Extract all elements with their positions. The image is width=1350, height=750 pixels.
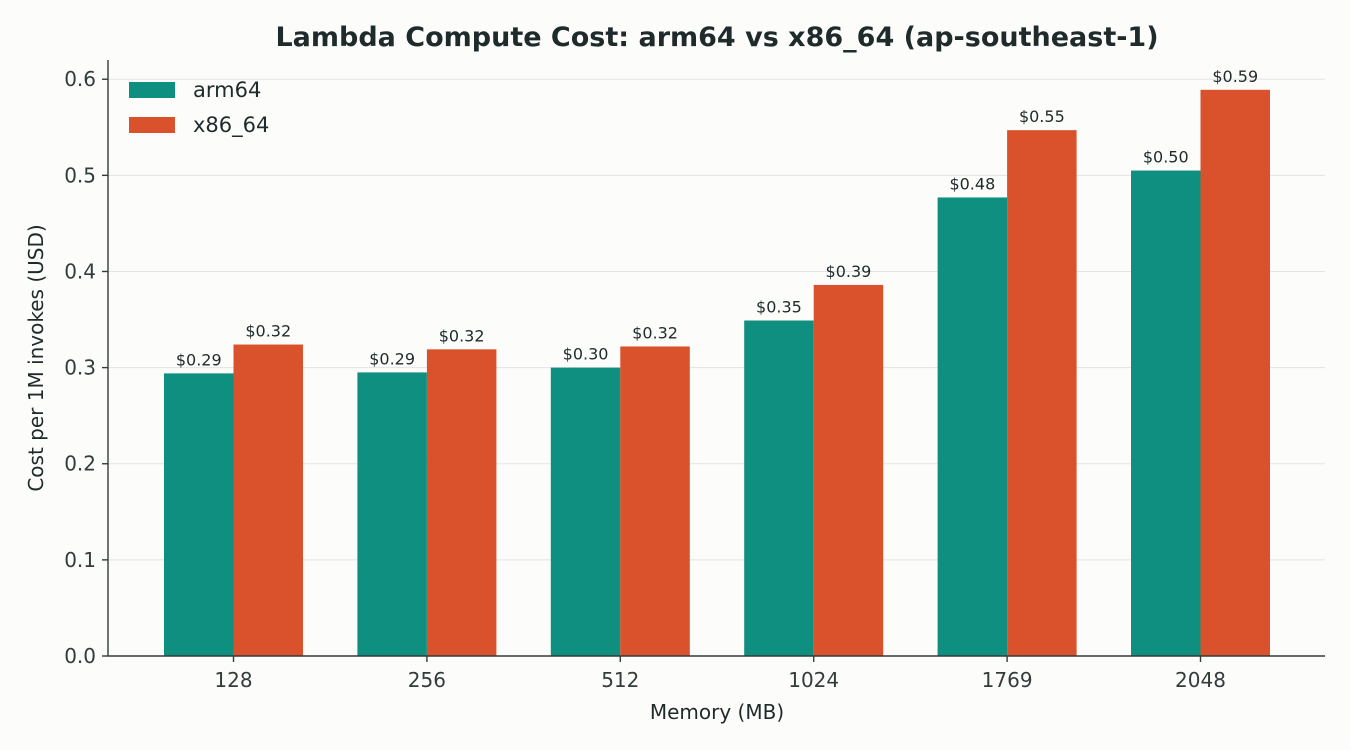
legend-label-arm64: arm64	[193, 78, 261, 102]
data-label: $0.32	[439, 326, 485, 345]
bar-arm64-1769	[937, 197, 1008, 656]
data-label: $0.48	[949, 174, 995, 193]
data-label: $0.55	[1019, 107, 1065, 126]
legend-label-x86_64: x86_64	[193, 113, 269, 138]
x-tick-label: 512	[601, 668, 639, 692]
gridlines	[108, 78, 1325, 561]
data-label: $0.35	[756, 298, 802, 317]
bar-x86_64-512	[620, 346, 690, 656]
x-tick-label: 256	[408, 668, 446, 692]
x-tick-label: 2048	[1175, 668, 1226, 692]
y-tick-label: 0.1	[64, 548, 96, 572]
data-label: $0.29	[369, 349, 415, 368]
y-tick-label: 0.4	[64, 259, 96, 283]
y-axis-label: Cost per 1M invokes (USD)	[24, 224, 48, 491]
data-label: $0.32	[245, 322, 291, 341]
x-axis-label: Memory (MB)	[650, 700, 784, 724]
bar-x86_64-1769	[1007, 130, 1077, 656]
bar-arm64-256	[357, 372, 427, 656]
bars	[164, 89, 1270, 657]
y-tick-label: 0.0	[64, 644, 96, 668]
data-label: $0.59	[1212, 67, 1258, 86]
bar-arm64-1024	[744, 320, 814, 656]
data-label: $0.29	[176, 350, 222, 369]
y-tick-label: 0.2	[64, 452, 96, 476]
x-tick-label: 1769	[982, 668, 1033, 692]
bar-x86_64-2048	[1200, 89, 1270, 657]
legend-swatch-arm64	[129, 82, 175, 98]
bar-x86_64-128	[233, 344, 303, 656]
y-ticks: 0.0 0.1 0.2 0.3 0.4 0.5 0.6	[64, 67, 108, 668]
x-ticks: 128 256 512 1024 1769 2048	[214, 656, 1226, 692]
axes	[107, 60, 1325, 657]
chart-title: Lambda Compute Cost: arm64 vs x86_64 (ap…	[275, 22, 1158, 53]
bar-x86_64-256	[426, 349, 497, 656]
bar-x86_64-1024	[813, 284, 884, 656]
data-label: $0.30	[563, 345, 609, 364]
y-tick-label: 0.5	[64, 163, 96, 187]
y-tick-label: 0.6	[64, 67, 96, 91]
data-labels: $0.29 $0.32 $0.29 $0.32 $0.30 $0.32 $0.35 $0.39…	[176, 67, 1258, 370]
bar-arm64-128	[164, 373, 234, 656]
y-tick-label: 0.3	[64, 356, 96, 380]
bar-arm64-2048	[1131, 170, 1201, 656]
x-tick-label: 1024	[788, 668, 839, 692]
data-label: $0.50	[1143, 148, 1189, 167]
legend-swatch-x86_64	[129, 117, 175, 133]
x-tick-label: 128	[214, 668, 252, 692]
legend: arm64 x86_64	[129, 78, 269, 138]
bar-arm64-512	[550, 367, 621, 656]
data-label: $0.39	[826, 262, 872, 281]
data-label: $0.32	[632, 323, 678, 342]
